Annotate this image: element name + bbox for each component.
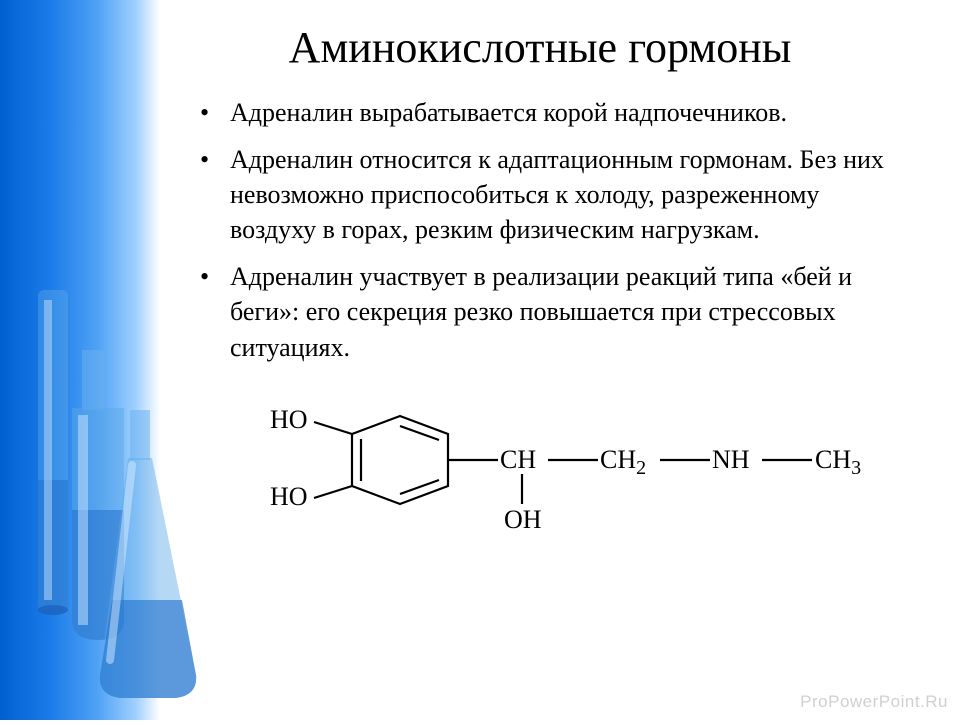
slide-title: Аминокислотные гормоны [170,20,910,75]
bullet-item: Адреналин относится к адаптационным горм… [200,142,910,247]
bullet-item: Адреналин участвует в реализации реакций… [200,259,910,364]
slide-content: Аминокислотные гормоны Адреналин вырабат… [130,0,950,720]
bullet-item: Адреналин вырабатывается корой надпочечн… [200,95,910,130]
formula-ho-bottom: HO [270,482,308,511]
formula-ch2: CH2 [600,445,646,479]
formula-nh: NH [712,445,750,474]
formula-oh: OH [504,505,542,534]
formula-ch3: CH3 [815,445,861,479]
bullet-list: Адреналин вырабатывается корой надпочечн… [190,95,910,365]
formula-ho-top: HO [270,405,308,434]
formula-ch: CH [500,445,536,474]
watermark: ProPowerPoint.Ru [800,692,948,712]
chemical-formula: HO HO CH CH2 [190,390,910,545]
